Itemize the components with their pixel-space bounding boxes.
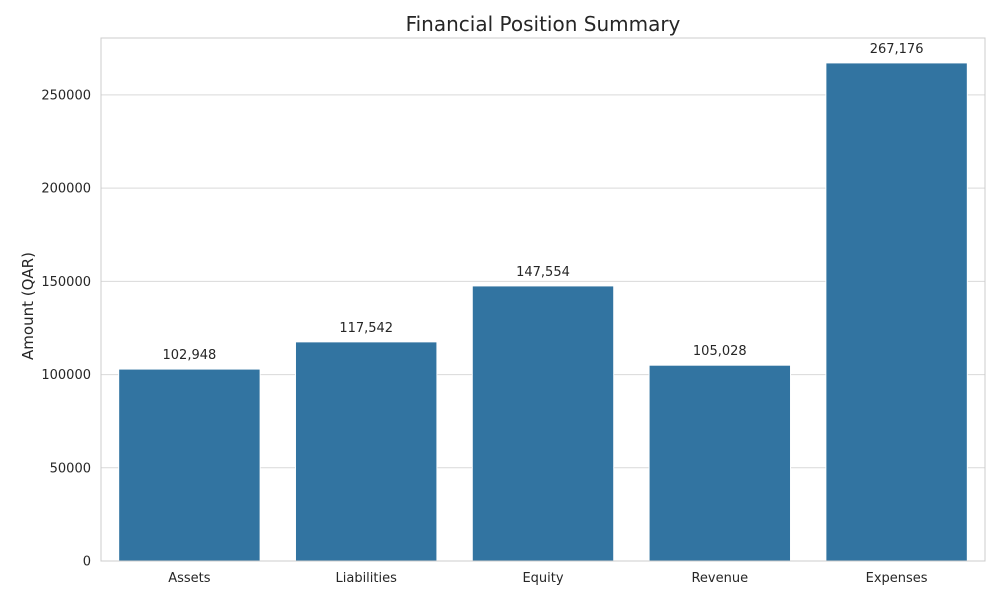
bar-value-label: 267,176 (870, 42, 924, 57)
x-tick-label: Assets (168, 571, 211, 586)
x-tick-label: Equity (522, 571, 563, 586)
data-labels: 102,948 117,542 147,554 105,028 267,176 (163, 42, 924, 363)
y-tick-label: 0 (83, 555, 91, 570)
x-tick-labels: Assets Liabilities Equity Revenue Expenses (168, 571, 928, 586)
y-tick-label: 50000 (50, 461, 91, 476)
y-tick-label: 250000 (41, 88, 91, 103)
x-tick-label: Expenses (866, 571, 928, 586)
bar-expenses (825, 62, 968, 562)
bar-value-label: 102,948 (163, 348, 217, 363)
y-tick-label: 100000 (41, 368, 91, 383)
bar-equity (471, 285, 615, 562)
bar-liabilities (294, 341, 438, 562)
y-axis-label: Amount (QAR) (19, 252, 37, 360)
bar-value-label: 147,554 (516, 265, 570, 280)
plot-frame (100, 37, 986, 562)
y-tick-label: 150000 (41, 275, 91, 290)
bar-revenue (648, 364, 792, 562)
bar-value-label: 105,028 (693, 344, 747, 359)
bar-assets (118, 368, 261, 562)
x-tick-label: Revenue (691, 571, 748, 586)
plot-border (100, 37, 986, 562)
bars (118, 62, 968, 562)
y-tick-labels: 0 50000 100000 150000 200000 250000 (41, 88, 91, 569)
y-tick-label: 200000 (41, 182, 91, 197)
x-tick-label: Liabilities (336, 571, 398, 586)
bar-value-label: 117,542 (339, 321, 393, 336)
chart-title: Financial Position Summary (406, 12, 681, 36)
